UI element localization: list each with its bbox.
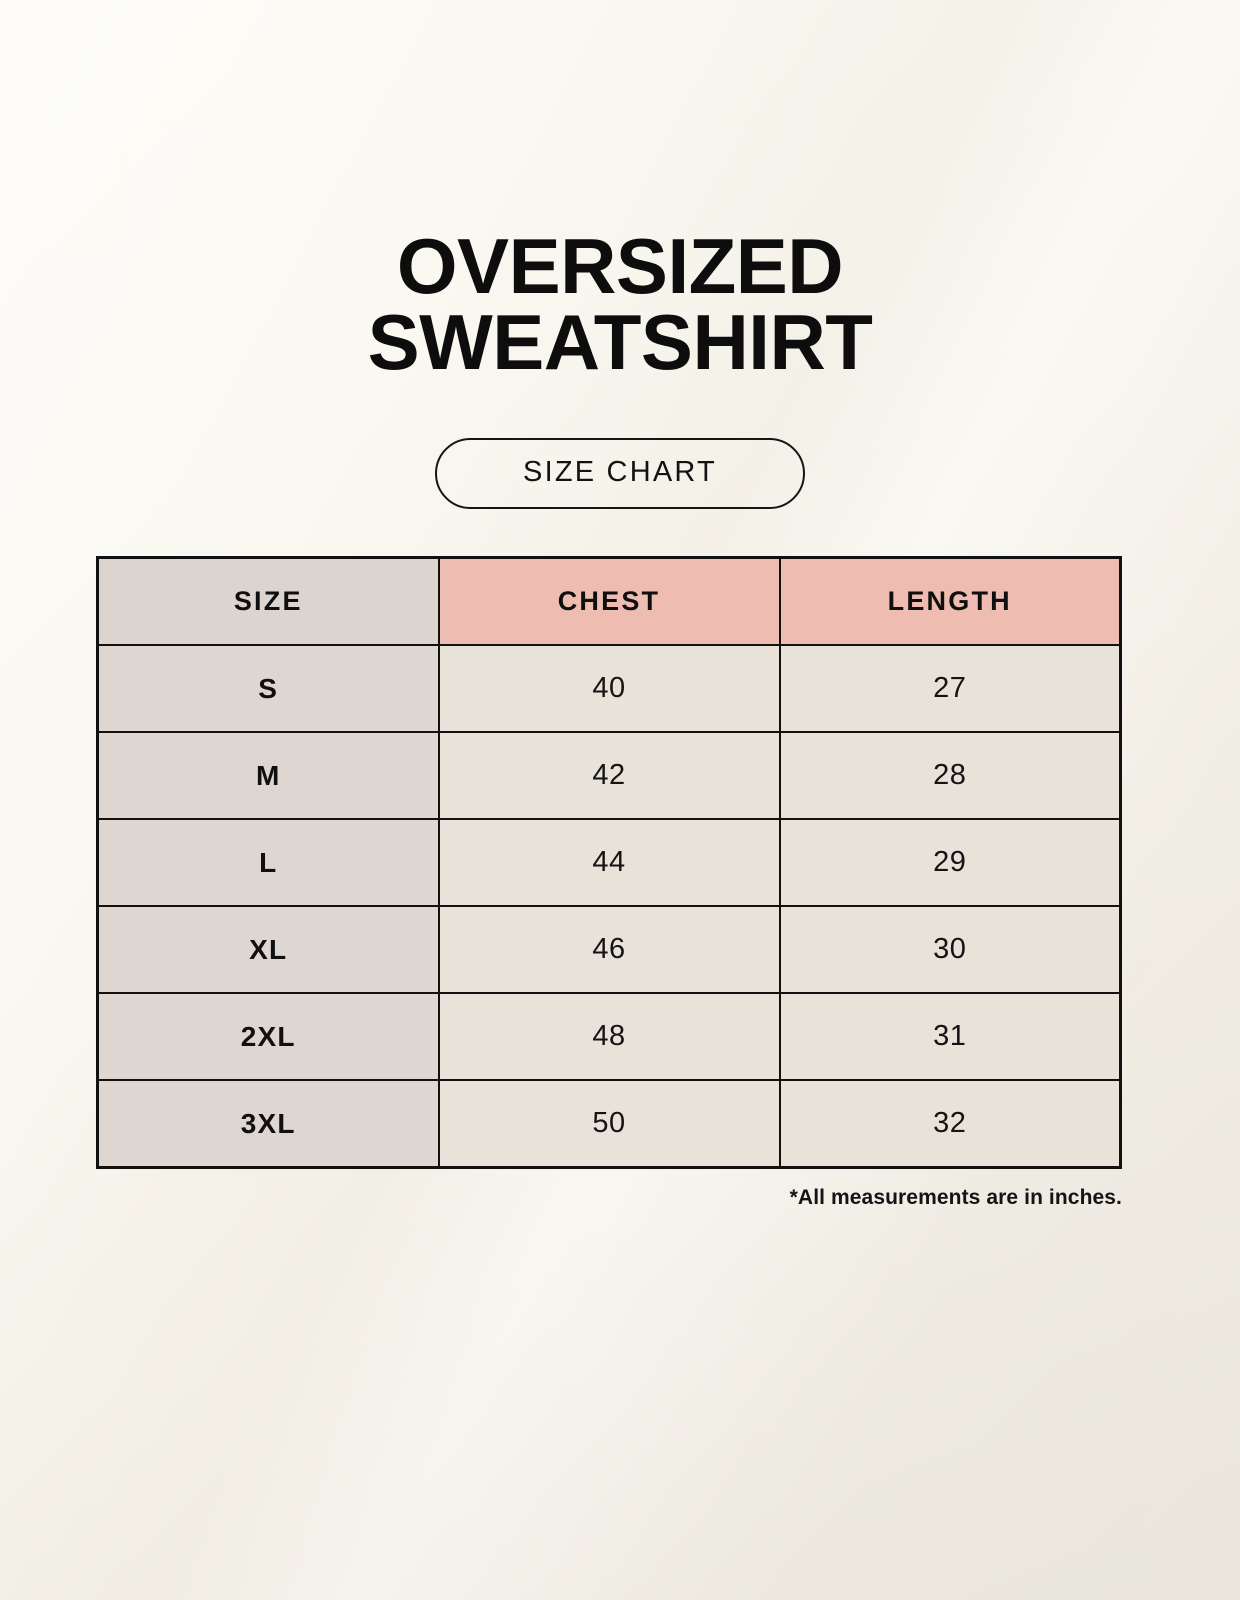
cell-size: M: [96, 731, 440, 820]
cell-chest: 48: [437, 992, 781, 1081]
cell-size: 2XL: [96, 992, 440, 1081]
size-table-head: SIZE CHEST LENGTH: [96, 556, 1122, 646]
table-row: 3XL 50 32: [96, 1079, 1122, 1169]
measurement-units-note: *All measurements are in inches.: [789, 1186, 1122, 1209]
cell-length: 32: [778, 1079, 1122, 1169]
size-table: SIZE CHEST LENGTH S 40 27 M 42 28: [96, 556, 1122, 1169]
size-table-body: S 40 27 M 42 28 L 44 29 XL: [96, 644, 1122, 1169]
cell-length: 27: [778, 644, 1122, 733]
table-row: XL 46 30: [96, 905, 1122, 994]
cell-size: L: [96, 818, 440, 907]
cell-size: S: [96, 644, 440, 733]
page-title: OVERSIZED SWEATSHIRT: [0, 222, 1240, 386]
column-header-chest: CHEST: [437, 556, 781, 646]
table-row: 2XL 48 31: [96, 992, 1122, 1081]
cell-size: XL: [96, 905, 440, 994]
size-chart-badge: SIZE CHART: [435, 438, 805, 509]
cell-chest: 42: [437, 731, 781, 820]
page-title-line-2: SWEATSHIRT: [367, 298, 873, 386]
column-header-length: LENGTH: [778, 556, 1122, 646]
cell-length: 28: [778, 731, 1122, 820]
page-title-line-1: OVERSIZED: [396, 222, 844, 310]
cell-chest: 50: [437, 1079, 781, 1169]
cell-chest: 46: [437, 905, 781, 994]
table-row: S 40 27: [96, 644, 1122, 733]
cell-size: 3XL: [96, 1079, 440, 1169]
cell-chest: 44: [437, 818, 781, 907]
size-chart-badge-wrap: SIZE CHART: [0, 438, 1240, 509]
column-header-size: SIZE: [96, 556, 440, 646]
table-row: L 44 29: [96, 818, 1122, 907]
cell-length: 30: [778, 905, 1122, 994]
size-table-wrap: SIZE CHEST LENGTH S 40 27 M 42 28: [96, 556, 1122, 1169]
table-row: M 42 28: [96, 731, 1122, 820]
cell-length: 31: [778, 992, 1122, 1081]
table-header-row: SIZE CHEST LENGTH: [96, 556, 1122, 646]
cell-chest: 40: [437, 644, 781, 733]
cell-length: 29: [778, 818, 1122, 907]
